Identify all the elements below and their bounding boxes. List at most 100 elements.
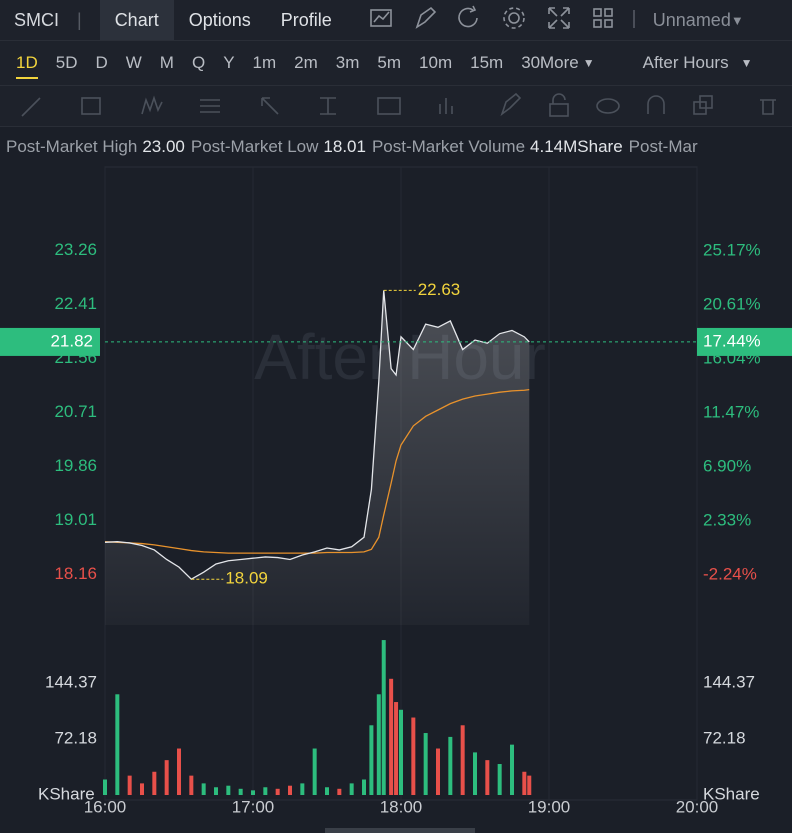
x-tick-label: 18:00 [380,797,423,816]
last-change-box [697,327,792,356]
rect-tool[interactable] [81,97,101,115]
tab[interactable]: Options [188,10,251,30]
volume-bar [527,775,532,795]
drawing-tools [0,85,792,127]
tab[interactable]: Profile [280,10,332,30]
volume-bar [411,717,416,795]
volume-bar [436,748,440,795]
stat-unit: Share [577,137,623,156]
volume-bar [497,764,502,795]
volume-bar [325,787,329,795]
volume-tick-label: 72.18 [54,729,97,748]
volume-bar [337,788,342,795]
text-tool[interactable] [377,97,401,115]
y2-tick-label: 2.33% [703,510,751,529]
stats-bar: Post-Market High 23.00 Post-Market Low 18.0… [0,130,792,164]
volume-bar [201,783,206,795]
y2-tick-label: 11.47% [703,402,759,421]
delete-tool[interactable] [760,99,776,115]
period[interactable]: 5m [377,53,402,72]
volume-bar [362,779,366,795]
volume-bar [275,788,280,795]
layout-icon[interactable] [592,8,602,17]
divider: | [77,9,82,30]
period[interactable]: 15m [470,53,504,72]
period[interactable]: 10m [419,53,453,72]
magnet-tool[interactable] [647,95,665,114]
volume-tick-label: 72.18 [703,729,746,748]
fullscreen-icon[interactable] [547,7,570,29]
pattern-tool[interactable] [141,95,163,115]
x-tick-label: 19:00 [528,797,571,816]
settings-icon[interactable] [507,12,520,24]
y2-tick-label: 6.90% [703,456,751,475]
stat-label: Post-Mar [628,137,698,156]
y-tick-label: 18.16 [54,564,97,583]
drawing-tool-icons [21,92,776,117]
trend-tool[interactable] [21,97,41,117]
period[interactable]: 5D [55,53,78,72]
tab[interactable]: Chart [99,0,174,40]
volume-bar [473,752,477,795]
volume-bar [522,771,527,795]
y2-tick-label: 20.61% [703,294,761,313]
measure-tool[interactable] [320,97,336,115]
price-line [104,388,530,554]
arrow-tool[interactable] [261,97,279,115]
fib-tool[interactable] [200,99,220,113]
period[interactable]: M [159,53,174,72]
pen-icon[interactable] [415,6,436,29]
volume-bar [251,790,255,795]
price-line [104,290,530,581]
x-tick-label: 17:00 [232,797,275,816]
volume-bar [140,783,144,795]
volume-bar [127,775,132,795]
stat-label: Post-Market High [6,137,138,156]
volume-unit: KShare [703,784,760,803]
period[interactable]: 1m [252,53,277,72]
volume-bar [177,748,181,795]
volume-bar [263,787,268,795]
x-tick-label: 16:00 [84,797,127,816]
layout-name[interactable]: Unnamed [652,9,731,30]
volume-bar [349,783,354,795]
period[interactable]: 2m [294,53,318,72]
volume-tick-label: 144.37 [703,673,755,692]
stat-value: 4.14M [530,137,578,156]
dropdown-arrow: ▼ [730,12,744,28]
period[interactable]: Q [191,53,206,72]
volume-bar [300,783,305,795]
toolbar-icons [369,5,635,29]
period[interactable]: Y [223,53,235,72]
scrollbar[interactable] [325,828,475,833]
y-tick-label: 19.86 [54,456,97,475]
tabs: Chart Options Profile [99,0,347,40]
volume-bar [312,748,317,795]
volume-bar [389,678,394,795]
chart: After Hour 16:0017:0018:0019:0020:0023.2… [0,166,792,833]
dropdown-arrow: ▼ [582,56,595,70]
chart-icon[interactable] [369,9,392,27]
period[interactable]: D [95,53,108,72]
bars-tool[interactable] [439,98,453,114]
volume-bar [189,775,194,795]
volume-unit: KShare [38,784,95,803]
period[interactable]: 3m [335,53,360,72]
symbol: SMCI [14,9,59,30]
refresh-icon[interactable] [458,5,478,28]
volume-bar [214,787,218,795]
volume-bar [460,725,465,795]
volume-bar [399,709,403,795]
last-price-label: 21.82 [50,331,93,350]
period[interactable]: W [125,53,142,72]
period[interactable]: 1D [16,53,38,79]
volume-bar [376,694,381,795]
period[interactable]: 30m [521,53,542,72]
brush-tool[interactable] [500,92,522,117]
more-button[interactable]: More [540,53,579,72]
session-select[interactable]: After Hours [642,53,729,72]
lock-tool[interactable] [549,103,569,117]
hide-tool[interactable] [596,98,620,114]
